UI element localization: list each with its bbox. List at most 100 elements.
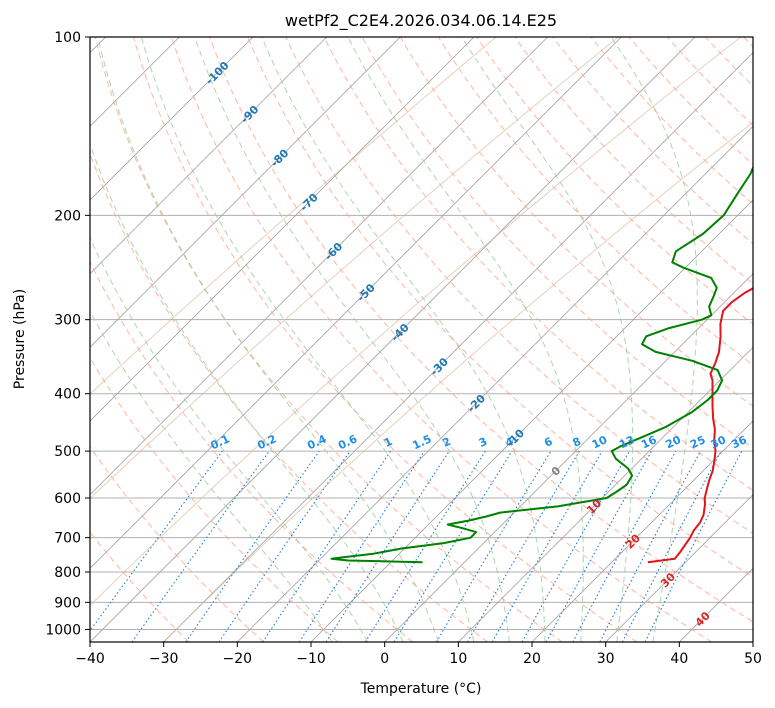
isotherm-line (237, 125, 753, 642)
isotherm-label: 40 (693, 609, 713, 629)
moist-adiabat (194, 37, 510, 642)
mixing-ratio-line (435, 450, 552, 642)
dry-adiabat (476, 37, 753, 325)
mixing-ratio-line (572, 450, 677, 642)
x-tick-label: −10 (296, 651, 326, 667)
y-tick-label: 900 (54, 595, 81, 611)
isotherm-line (90, 37, 327, 275)
mixing-ratio-line (364, 450, 486, 642)
mixing-ratio-line (325, 450, 450, 642)
mixing-ratio-label: 0.4 (305, 432, 328, 452)
mixing-ratio-label: 8 (571, 435, 583, 450)
isotherm-line (163, 52, 753, 642)
mixing-ratio-label: 0.2 (255, 432, 278, 452)
moist-adiabat (97, 37, 439, 642)
dry-adiabat (590, 37, 753, 205)
y-tick-label: 600 (54, 491, 81, 507)
isotherm-label: -50 (355, 281, 378, 304)
isotherm-line (752, 641, 753, 642)
isotherm-label: 20 (623, 531, 643, 551)
dry-adiabat (171, 37, 712, 642)
isotherm-line (384, 273, 753, 642)
isotherm-line (90, 37, 254, 201)
y-tick-label: 200 (54, 208, 81, 224)
moist-adiabat (90, 310, 333, 642)
x-tick-label: −30 (149, 651, 179, 667)
moist-adiabat (261, 37, 546, 642)
mixing-ratio-line (644, 450, 743, 642)
mixing-ratio-line (521, 450, 630, 642)
mixing-ratio-line (131, 450, 270, 642)
dry-adiabat (743, 37, 753, 48)
y-tick-label: 400 (54, 387, 81, 403)
isotherm-label: -70 (298, 191, 321, 214)
isotherm-label: -20 (465, 392, 488, 415)
dry-adiabat (704, 37, 753, 87)
mixing-ratio-label: 6 (542, 435, 555, 450)
auxiliary-curve (90, 37, 742, 607)
mixing-ratio-label: 36 (729, 433, 749, 451)
isotherm-label: 30 (658, 570, 678, 590)
isotherm-label: -30 (428, 355, 451, 378)
mixing-ratio-label: 1 (382, 435, 394, 450)
plot-frame (89, 36, 754, 643)
mixing-ratio-line (599, 450, 701, 642)
mixing-ratio-label: 0.1 (209, 432, 232, 452)
y-tick-label: 1000 (45, 622, 81, 638)
isotherm-label: -80 (268, 146, 291, 169)
isotherm-line (90, 37, 475, 422)
dry-adiabat (323, 37, 753, 491)
moist-adiabat (90, 236, 369, 642)
sounding-series (330, 164, 753, 564)
x-tick-label: 10 (449, 651, 467, 667)
isotherm-label: -40 (389, 321, 412, 344)
x-tick-label: 30 (597, 651, 615, 667)
y-tick-label: 500 (54, 444, 81, 460)
isotherm-label: -100 (203, 59, 232, 88)
x-tick-label: 20 (523, 651, 541, 667)
isotherm-line (90, 37, 622, 569)
mixing-ratio-label: 13 (617, 433, 636, 451)
mixing-ratio-label: 25 (688, 433, 707, 451)
moist-adiabat (90, 142, 404, 642)
temperature-profile (647, 287, 753, 564)
mixing-ratio-line (393, 450, 513, 642)
isopleth-labels: 0.1 0.2 0.4 0.6 1 1.5 2 3 4 6 8 10 13 16 20 25 30 36-100-… (203, 59, 749, 630)
dry-adiabat (90, 260, 414, 642)
y-tick-label: 800 (54, 565, 81, 581)
isotherm-line (458, 346, 753, 642)
moist-adiabat (347, 37, 584, 642)
isotherm-label: -90 (238, 103, 261, 126)
x-tick-label: −40 (75, 651, 105, 667)
x-tick-label: −20 (223, 651, 253, 667)
mixing-ratio-line (90, 450, 223, 632)
auxiliary-curve (90, 37, 497, 395)
mixing-ratio-line (185, 450, 320, 642)
isotherm-line (531, 420, 753, 642)
mixing-ratio-label: 16 (639, 433, 659, 451)
isotherm-line (310, 199, 753, 642)
mixing-ratio-line (545, 450, 653, 642)
dry-adiabat (90, 531, 190, 642)
mixing-ratio-label: 30 (709, 433, 729, 451)
mixing-ratio-line (218, 450, 351, 642)
isotherm-line (679, 567, 753, 642)
moist-adiabat (610, 37, 698, 642)
isotherm-line (605, 494, 753, 642)
dry-adiabat (132, 37, 638, 642)
dry-adiabat (209, 37, 753, 623)
mixing-ratio-label: 20 (664, 433, 684, 451)
isotherm-line (90, 37, 548, 496)
chart-title: wetPf2_C2E4.2026.034.06.14.E25 (285, 11, 557, 31)
y-tick-label: 100 (54, 30, 81, 46)
x-tick-label: 0 (380, 651, 389, 667)
auxiliary-curve (90, 37, 619, 500)
x-tick-label: 40 (670, 651, 688, 667)
mixing-ratio-label: 10 (590, 433, 610, 451)
dry-adiabat (514, 37, 753, 285)
mixing-ratio-line (298, 450, 425, 642)
mixing-ratio-line (262, 450, 392, 642)
y-axis-label: Pressure (hPa) (12, 289, 28, 389)
isotherm-line (90, 37, 696, 642)
auxiliary-curve (163, 121, 753, 642)
